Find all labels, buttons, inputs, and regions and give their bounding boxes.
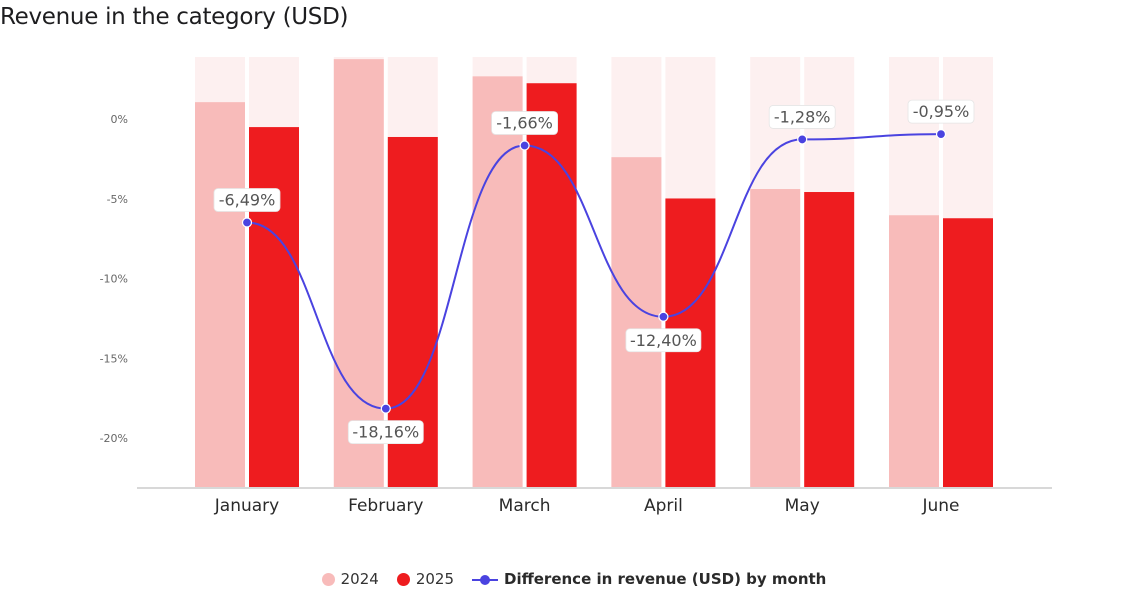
bar-2024 [333,59,384,488]
x-tick-label: March [499,496,551,516]
x-tick-label: January [214,496,279,516]
data-label-box [491,111,559,135]
data-label: -18,16% [352,423,419,442]
chart-title: Revenue in the category (USD) [0,4,349,30]
data-label-box [625,328,702,353]
chart-legend: 2024 2025 Difference in revenue (USD) by… [0,570,1148,588]
bar-2024 [472,76,523,487]
legend-label-2025: 2025 [415,570,455,588]
y-tick-label: -10% [100,273,128,286]
legend-label-difference: Difference in revenue (USD) by month [504,570,827,588]
bar-2025 [804,192,855,487]
difference-point [797,134,808,145]
data-label-box [213,188,281,212]
legend-item-2024[interactable]: 2024 [321,570,379,588]
bar-2025 [249,127,299,487]
bar-2024 [889,215,939,488]
y-tick-label: -5% [107,193,128,206]
legend-item-difference[interactable]: Difference in revenue (USD) by month [472,570,826,588]
data-label-box [907,99,975,124]
legend-label-2024: 2024 [340,570,379,588]
legend-swatch-2024 [321,572,335,586]
difference-line [246,133,942,410]
x-tick-label: June [921,496,959,516]
bar-2024 [195,102,245,488]
x-tick-label: April [644,496,683,516]
data-label: -6,49% [219,191,276,210]
bar-2024 [611,157,662,487]
difference-point [380,403,391,414]
bar-2025 [526,83,577,487]
legend-item-2025[interactable]: 2025 [396,570,455,588]
data-label: -1,28% [774,107,831,126]
x-tick-label: May [785,496,820,516]
data-label: -0,95% [913,102,970,121]
bar-2024 [750,189,801,487]
difference-point [241,217,253,228]
x-tick-label: February [348,496,423,516]
difference-point [935,129,947,140]
data-label: -1,66% [496,113,553,132]
y-tick-label: -15% [100,352,128,365]
y-tick-label: -20% [100,432,128,445]
bar-2025 [943,218,993,487]
legend-line-icon [472,573,499,586]
data-label: -12,40% [630,331,697,350]
data-label-box [768,105,836,129]
difference-point [658,311,669,322]
y-tick-label: 0% [111,113,128,126]
data-label-box [347,420,424,445]
legend-swatch-2025 [396,572,410,586]
difference-point [519,140,530,151]
